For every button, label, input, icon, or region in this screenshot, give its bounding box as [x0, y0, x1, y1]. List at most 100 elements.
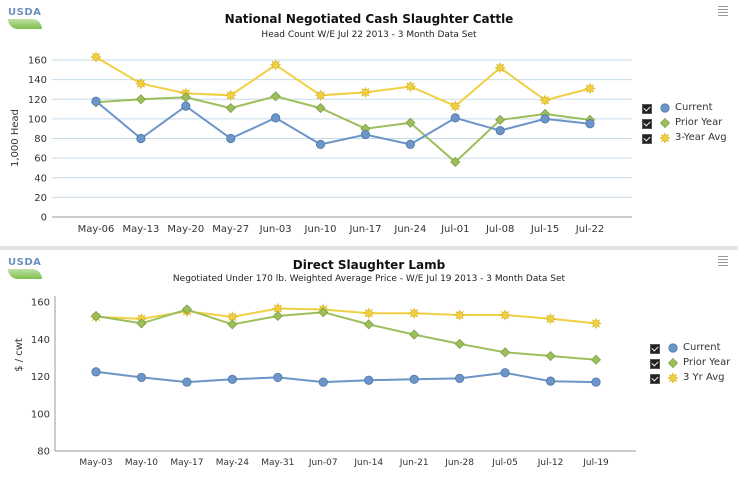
- data-point[interactable]: [270, 91, 281, 102]
- data-point[interactable]: [314, 89, 327, 102]
- legend-marker-icon: [667, 372, 679, 384]
- data-point[interactable]: [544, 313, 557, 325]
- data-point[interactable]: [318, 377, 328, 387]
- data-point[interactable]: [364, 375, 374, 385]
- data-point[interactable]: [227, 319, 238, 330]
- y-tick-label: 60: [34, 154, 47, 165]
- y-tick-label: 40: [34, 173, 47, 184]
- data-point[interactable]: [136, 318, 147, 329]
- cattle-chart-panel: USDA National Negotiated Cash Slaughter …: [0, 0, 738, 246]
- data-point[interactable]: [409, 374, 419, 384]
- data-point[interactable]: [135, 94, 146, 105]
- series-line: [95, 100, 591, 146]
- data-point[interactable]: [363, 319, 374, 330]
- data-point[interactable]: [454, 338, 465, 349]
- data-point[interactable]: [545, 350, 556, 362]
- data-point[interactable]: [272, 310, 283, 322]
- data-point[interactable]: [181, 101, 191, 111]
- legend-marker[interactable]: [667, 357, 679, 369]
- data-point[interactable]: [409, 329, 420, 340]
- x-tick-label: Jul-05: [491, 458, 518, 468]
- data-point[interactable]: [315, 103, 326, 114]
- series-current: [91, 96, 595, 149]
- data-point[interactable]: [318, 307, 329, 318]
- data-point[interactable]: [495, 126, 505, 136]
- legend-marker[interactable]: [668, 343, 678, 353]
- y-tick-label: 120: [28, 95, 47, 106]
- y-axis-label: $ / cwt: [14, 338, 25, 372]
- data-point[interactable]: [273, 372, 283, 383]
- data-point[interactable]: [269, 59, 282, 71]
- data-point[interactable]: [495, 114, 506, 125]
- legend-marker[interactable]: [660, 103, 670, 113]
- data-point[interactable]: [590, 317, 602, 330]
- data-point[interactable]: [181, 304, 192, 315]
- data-point[interactable]: [450, 156, 461, 168]
- series-prior-year: [90, 91, 596, 168]
- data-point[interactable]: [362, 307, 375, 319]
- legend-checkbox[interactable]: [650, 359, 660, 369]
- legend-checkbox[interactable]: [642, 104, 652, 114]
- legend-label: Prior Year: [675, 117, 723, 128]
- data-point[interactable]: [405, 139, 415, 149]
- data-point[interactable]: [136, 133, 146, 144]
- data-point[interactable]: [455, 373, 465, 383]
- legend-checkbox[interactable]: [642, 119, 652, 129]
- data-point[interactable]: [545, 376, 556, 386]
- y-tick-label: 160: [31, 298, 50, 309]
- data-point[interactable]: [585, 119, 595, 129]
- data-point[interactable]: [404, 80, 417, 93]
- data-point[interactable]: [539, 94, 551, 106]
- data-point[interactable]: [224, 89, 237, 102]
- data-point[interactable]: [225, 103, 236, 114]
- data-point[interactable]: [408, 307, 420, 319]
- data-point[interactable]: [135, 77, 147, 90]
- data-point[interactable]: [499, 309, 511, 321]
- x-tick-label: Jun-07: [308, 458, 338, 468]
- x-tick-label: May-31: [261, 458, 294, 468]
- usda-logo-swoosh: [8, 269, 42, 279]
- data-point[interactable]: [590, 354, 602, 365]
- y-tick-label: 140: [28, 75, 47, 86]
- legend-checkbox[interactable]: [650, 344, 660, 354]
- data-point[interactable]: [226, 133, 236, 144]
- data-point[interactable]: [453, 309, 466, 321]
- data-point[interactable]: [90, 51, 102, 63]
- data-point[interactable]: [182, 377, 192, 387]
- legend-label: Current: [683, 342, 721, 353]
- x-tick-label: Jul-08: [485, 224, 514, 235]
- y-tick-label: 140: [31, 335, 50, 346]
- data-point[interactable]: [405, 117, 416, 128]
- legend-marker[interactable]: [659, 132, 671, 144]
- data-point[interactable]: [584, 82, 596, 95]
- data-point[interactable]: [91, 96, 101, 106]
- legend-marker[interactable]: [659, 117, 671, 129]
- series-line: [95, 307, 597, 325]
- data-point[interactable]: [271, 113, 281, 123]
- data-point[interactable]: [591, 377, 601, 387]
- data-point[interactable]: [540, 114, 550, 124]
- data-point[interactable]: [136, 372, 147, 383]
- data-point[interactable]: [315, 139, 326, 149]
- x-tick-label: Jul-15: [530, 224, 559, 235]
- data-point[interactable]: [227, 374, 237, 384]
- data-point[interactable]: [91, 367, 101, 377]
- x-tick-label: May-17: [170, 458, 203, 468]
- cattle-line-chart: 0 20 40 60 80 100 120 140 160 1,000 Head May-06 May…: [10, 51, 632, 235]
- data-point[interactable]: [360, 129, 371, 140]
- legend-checkbox[interactable]: [650, 374, 660, 384]
- data-point[interactable]: [500, 368, 510, 378]
- y-tick-label: 100: [28, 114, 47, 125]
- data-point[interactable]: [359, 86, 372, 99]
- data-point[interactable]: [450, 113, 460, 123]
- chart-menu-icon[interactable]: [718, 6, 728, 17]
- legend-label: 3 Yr Avg: [683, 372, 725, 383]
- legend-marker-icon: [659, 132, 671, 144]
- data-point[interactable]: [449, 100, 462, 112]
- legend-marker[interactable]: [667, 372, 679, 384]
- data-point[interactable]: [90, 310, 102, 322]
- chart-menu-icon[interactable]: [718, 256, 728, 267]
- data-point[interactable]: [494, 62, 506, 74]
- legend-checkbox[interactable]: [642, 134, 652, 144]
- data-point[interactable]: [500, 347, 511, 358]
